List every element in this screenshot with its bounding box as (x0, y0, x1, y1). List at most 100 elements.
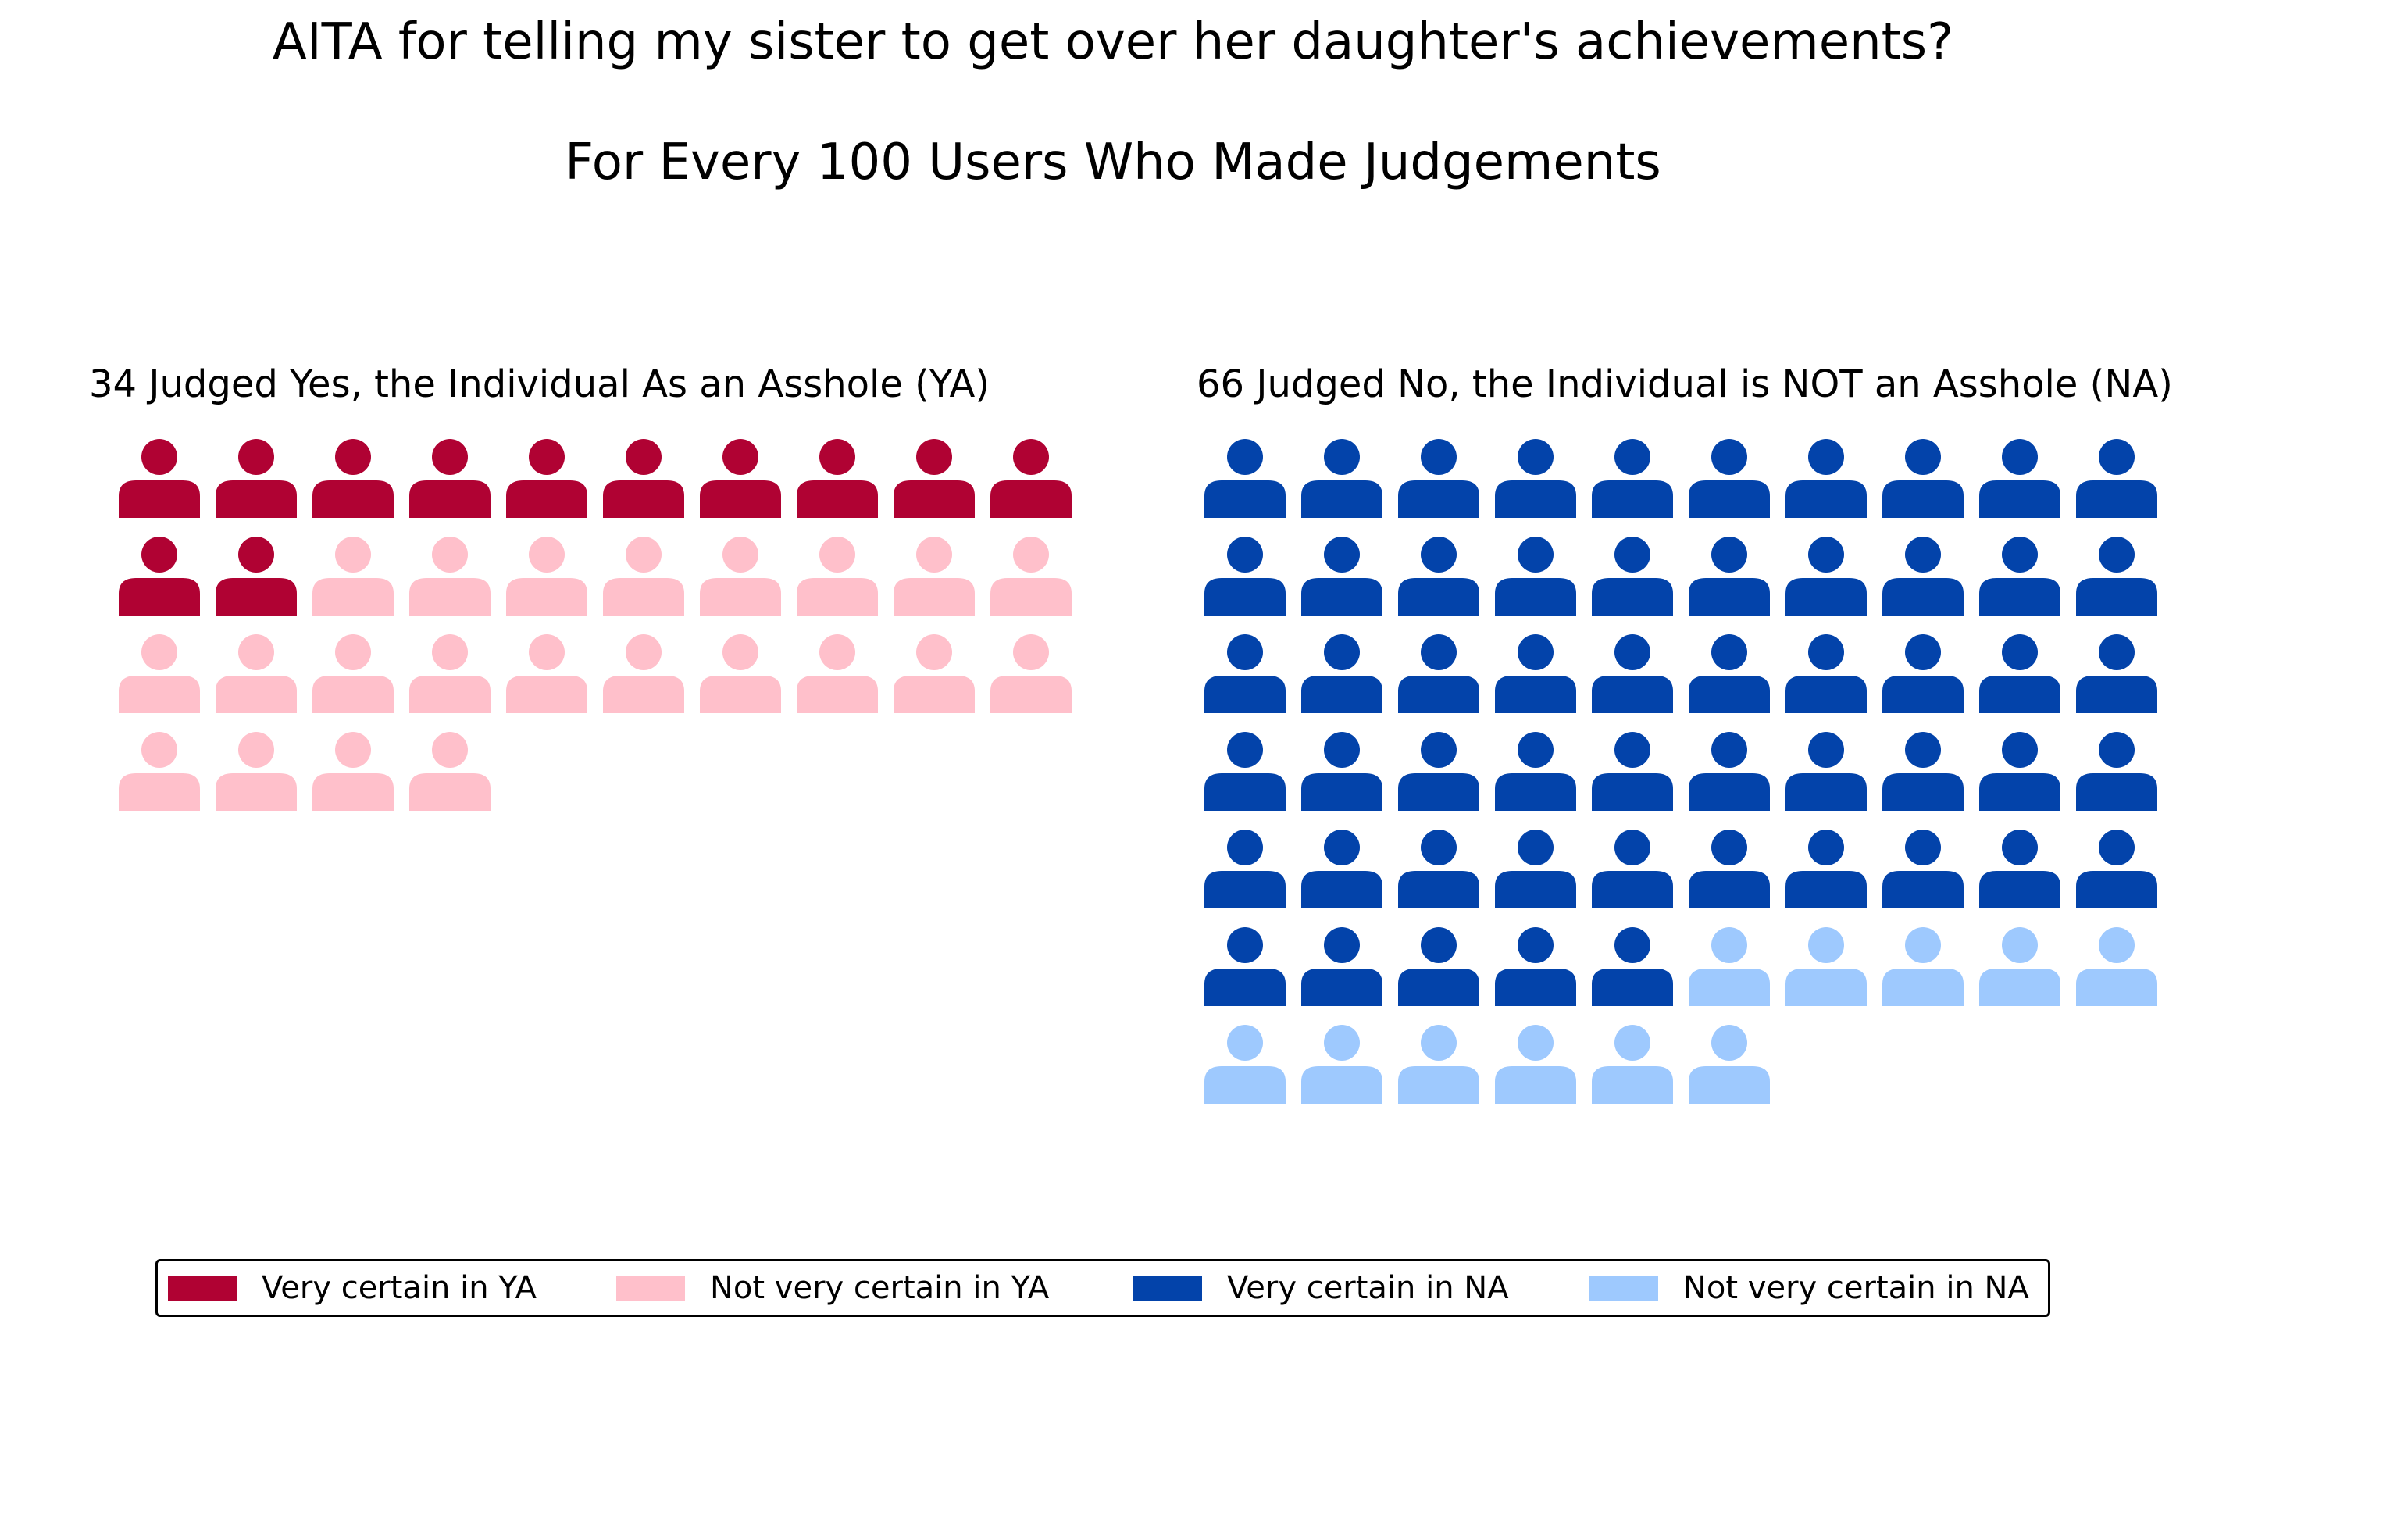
person-icon-head (1808, 439, 1844, 475)
person-icon (700, 537, 781, 616)
person-icon (1398, 537, 1479, 616)
person-icon-head (722, 634, 758, 670)
person-icon-body (1204, 676, 1286, 713)
person-icon-head (626, 439, 662, 475)
person-icon-head (1324, 537, 1360, 573)
person-icon-head (819, 537, 855, 573)
person-icon-body (119, 578, 200, 616)
legend-entry-not-very-certain-na: Not very certain in NA (1589, 1261, 2029, 1315)
person-icon (603, 634, 684, 713)
chart-subtitle: For Every 100 Users Who Made Judgements (565, 134, 1661, 191)
person-icon-body (1398, 773, 1479, 811)
person-icon (2076, 439, 2157, 518)
person-icon-head (1421, 439, 1457, 475)
person-icon-head (1808, 634, 1844, 670)
person-icon (990, 439, 1072, 518)
person-icon (409, 634, 491, 713)
person-icon-head (1905, 830, 1941, 865)
person-icon-body (1882, 773, 1964, 811)
person-icon-body (1979, 676, 2060, 713)
person-icon-body (990, 480, 1072, 518)
person-icon-body (1882, 969, 1964, 1006)
person-icon-head (529, 439, 565, 475)
person-icon-head (916, 439, 952, 475)
person-icon-head (1711, 1025, 1747, 1061)
person-icon-head (1711, 537, 1747, 573)
person-icon-head (1324, 927, 1360, 963)
person-icon-head (1711, 439, 1747, 475)
person-icon (1689, 537, 1770, 616)
person-icon (506, 537, 587, 616)
person-icon-body (409, 480, 491, 518)
person-icon-head (1614, 927, 1650, 963)
person-icon-body (1398, 1066, 1479, 1104)
person-icon (603, 537, 684, 616)
person-icon-body (506, 676, 587, 713)
person-icon-head (1711, 732, 1747, 768)
person-icon (1204, 439, 1286, 518)
person-icon (119, 634, 200, 713)
person-icon-head (2002, 634, 2038, 670)
legend-label: Very certain in YA (262, 1270, 537, 1306)
person-icon (216, 732, 297, 811)
chart-title: AITA for telling my sister to get over h… (272, 13, 1954, 71)
person-icon-body (409, 676, 491, 713)
person-icon (1689, 927, 1770, 1006)
person-icon-head (1808, 927, 1844, 963)
person-icon-body (1592, 871, 1673, 908)
person-icon (1495, 1025, 1576, 1104)
person-icon-body (603, 578, 684, 616)
person-icon (2076, 732, 2157, 811)
person-icon-head (1421, 634, 1457, 670)
person-icon-body (1979, 969, 2060, 1006)
person-icon (216, 537, 297, 616)
person-icon-body (1204, 871, 1286, 908)
person-icon-body (990, 578, 1072, 616)
person-icon (1882, 732, 1964, 811)
person-icon (1301, 830, 1382, 908)
person-icon-head (1614, 830, 1650, 865)
person-icon-head (1614, 439, 1650, 475)
person-icon-body (506, 480, 587, 518)
person-icon (1689, 830, 1770, 908)
person-icon (1204, 634, 1286, 713)
person-icon (700, 439, 781, 518)
person-icon-head (1905, 439, 1941, 475)
person-icon (1882, 439, 1964, 518)
person-icon (1398, 439, 1479, 518)
person-icon (894, 439, 975, 518)
person-icon-head (432, 537, 468, 573)
person-icon-head (2099, 439, 2135, 475)
person-icon (216, 439, 297, 518)
person-icon-body (1785, 578, 1867, 616)
person-icon-head (1614, 1025, 1650, 1061)
person-icon (506, 634, 587, 713)
person-icon-body (1979, 773, 2060, 811)
person-icon (1495, 537, 1576, 616)
person-icon (1398, 830, 1479, 908)
person-icon-body (1495, 969, 1576, 1006)
person-icon-head (432, 634, 468, 670)
person-icon-head (1324, 732, 1360, 768)
person-icon-head (1013, 537, 1049, 573)
person-icon (2076, 927, 2157, 1006)
person-icon-body (1785, 676, 1867, 713)
person-icon-body (1398, 676, 1479, 713)
person-icon-body (1204, 480, 1286, 518)
person-icon-body (1592, 578, 1673, 616)
person-icon (1979, 537, 2060, 616)
person-icon (1689, 732, 1770, 811)
person-icon (1785, 732, 1867, 811)
person-icon-body (1301, 578, 1382, 616)
person-icon-body (797, 676, 878, 713)
person-icon-head (141, 439, 177, 475)
person-icon-head (1227, 732, 1263, 768)
person-icon-body (312, 773, 394, 811)
person-icon-head (2099, 634, 2135, 670)
person-icon-body (1204, 578, 1286, 616)
person-icon (1592, 732, 1673, 811)
person-icon-body (700, 578, 781, 616)
person-icon (1204, 1025, 1286, 1104)
person-icon-head (238, 439, 274, 475)
legend-entry-very-certain-na: Very certain in NA (1133, 1261, 1509, 1315)
